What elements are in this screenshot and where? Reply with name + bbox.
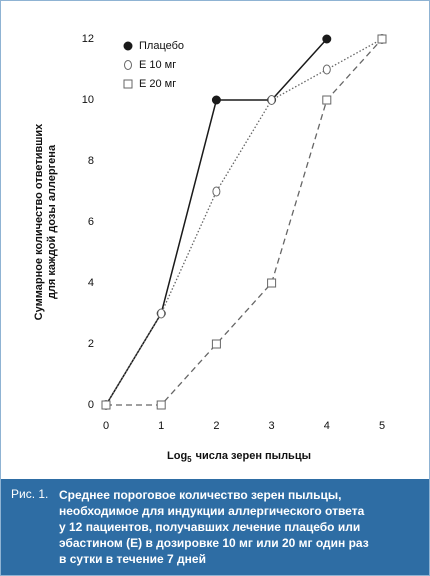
legend-label: Плацебо [139, 40, 184, 52]
x-tick-label: 4 [324, 420, 330, 432]
marker [212, 186, 221, 197]
y-axis-label-line: Суммарное количество ответивших [33, 123, 45, 320]
marker [267, 278, 277, 288]
caption-line: необходимое для индукции аллергического … [59, 504, 365, 518]
caption-line: у 12 пациентов, получавших лечение плаце… [59, 520, 361, 534]
marker [123, 79, 133, 89]
y-tick-label: 0 [88, 399, 94, 411]
marker [101, 400, 111, 410]
y-tick-label: 10 [82, 94, 94, 106]
y-tick-label: 4 [88, 277, 94, 289]
y-tick-label: 8 [88, 155, 94, 167]
marker [322, 95, 332, 105]
x-tick-label: 2 [213, 420, 219, 432]
x-label-sub: 5 [187, 455, 192, 464]
marker [124, 60, 132, 70]
y-tick-label: 2 [88, 338, 94, 350]
marker [267, 95, 276, 105]
marker [211, 339, 221, 349]
caption: Рис. 1. Среднее пороговое количество зер… [1, 479, 429, 575]
marker [322, 34, 332, 44]
marker [211, 95, 221, 105]
x-label-text: числа зерен пыльцы [196, 450, 311, 462]
caption-line: Среднее пороговое количество зерен пыльц… [59, 488, 342, 502]
y-tick-label: 12 [82, 33, 94, 45]
marker [123, 41, 133, 51]
y-axis-label-line: для каждой дозы аллергена [46, 144, 58, 299]
legend-label: Е 10 мг [139, 59, 176, 71]
series-line [105, 38, 383, 406]
marker [377, 34, 387, 44]
marker [157, 308, 166, 319]
caption-label: Рис. 1. [11, 487, 49, 501]
marker [156, 400, 166, 410]
series-line [106, 38, 383, 406]
legend-label: Е 20 мг [139, 78, 176, 90]
x-label-base: Log [167, 450, 187, 462]
marker [322, 64, 331, 75]
caption-line: в сутки в течение 7 дней [59, 552, 206, 566]
x-tick-label: 3 [269, 420, 275, 432]
caption-line: эбастином (Е) в дозировке 10 мг или 20 м… [59, 536, 369, 550]
x-tick-label: 1 [158, 420, 164, 432]
y-tick-label: 6 [88, 216, 94, 228]
x-tick-label: 5 [379, 420, 385, 432]
x-tick-label: 0 [103, 420, 109, 432]
caption-text: Среднее пороговое количество зерен пыльц… [59, 487, 369, 567]
x-axis-label: Log5 числа зерен пыльцы [167, 450, 311, 464]
y-axis-label: Суммарное количество ответившихдля каждо… [33, 123, 58, 320]
